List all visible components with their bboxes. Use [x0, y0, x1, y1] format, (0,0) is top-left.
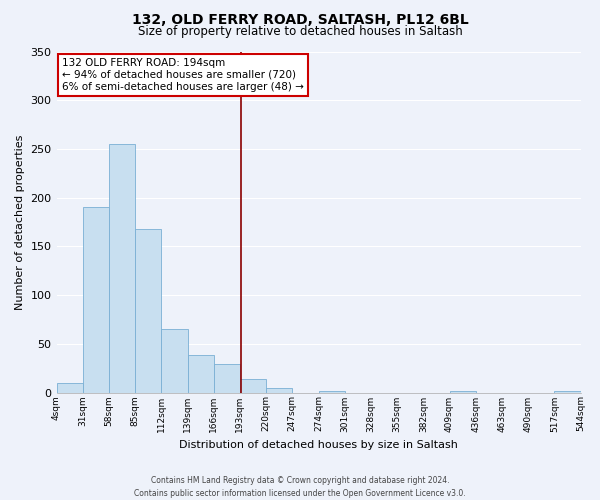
Bar: [135, 229, 161, 392]
Bar: [554, 390, 581, 392]
Bar: [109, 144, 135, 392]
Bar: [214, 364, 240, 392]
Bar: [161, 329, 188, 392]
Bar: [266, 388, 292, 392]
Text: Contains HM Land Registry data © Crown copyright and database right 2024.
Contai: Contains HM Land Registry data © Crown c…: [134, 476, 466, 498]
Bar: [449, 390, 476, 392]
X-axis label: Distribution of detached houses by size in Saltash: Distribution of detached houses by size …: [179, 440, 458, 450]
Bar: [240, 379, 266, 392]
Y-axis label: Number of detached properties: Number of detached properties: [15, 134, 25, 310]
Text: 132, OLD FERRY ROAD, SALTASH, PL12 6BL: 132, OLD FERRY ROAD, SALTASH, PL12 6BL: [131, 12, 469, 26]
Bar: [319, 390, 345, 392]
Text: Size of property relative to detached houses in Saltash: Size of property relative to detached ho…: [137, 25, 463, 38]
Text: 132 OLD FERRY ROAD: 194sqm
← 94% of detached houses are smaller (720)
6% of semi: 132 OLD FERRY ROAD: 194sqm ← 94% of deta…: [62, 58, 304, 92]
Bar: [83, 208, 109, 392]
Bar: [188, 356, 214, 393]
Bar: [56, 383, 83, 392]
